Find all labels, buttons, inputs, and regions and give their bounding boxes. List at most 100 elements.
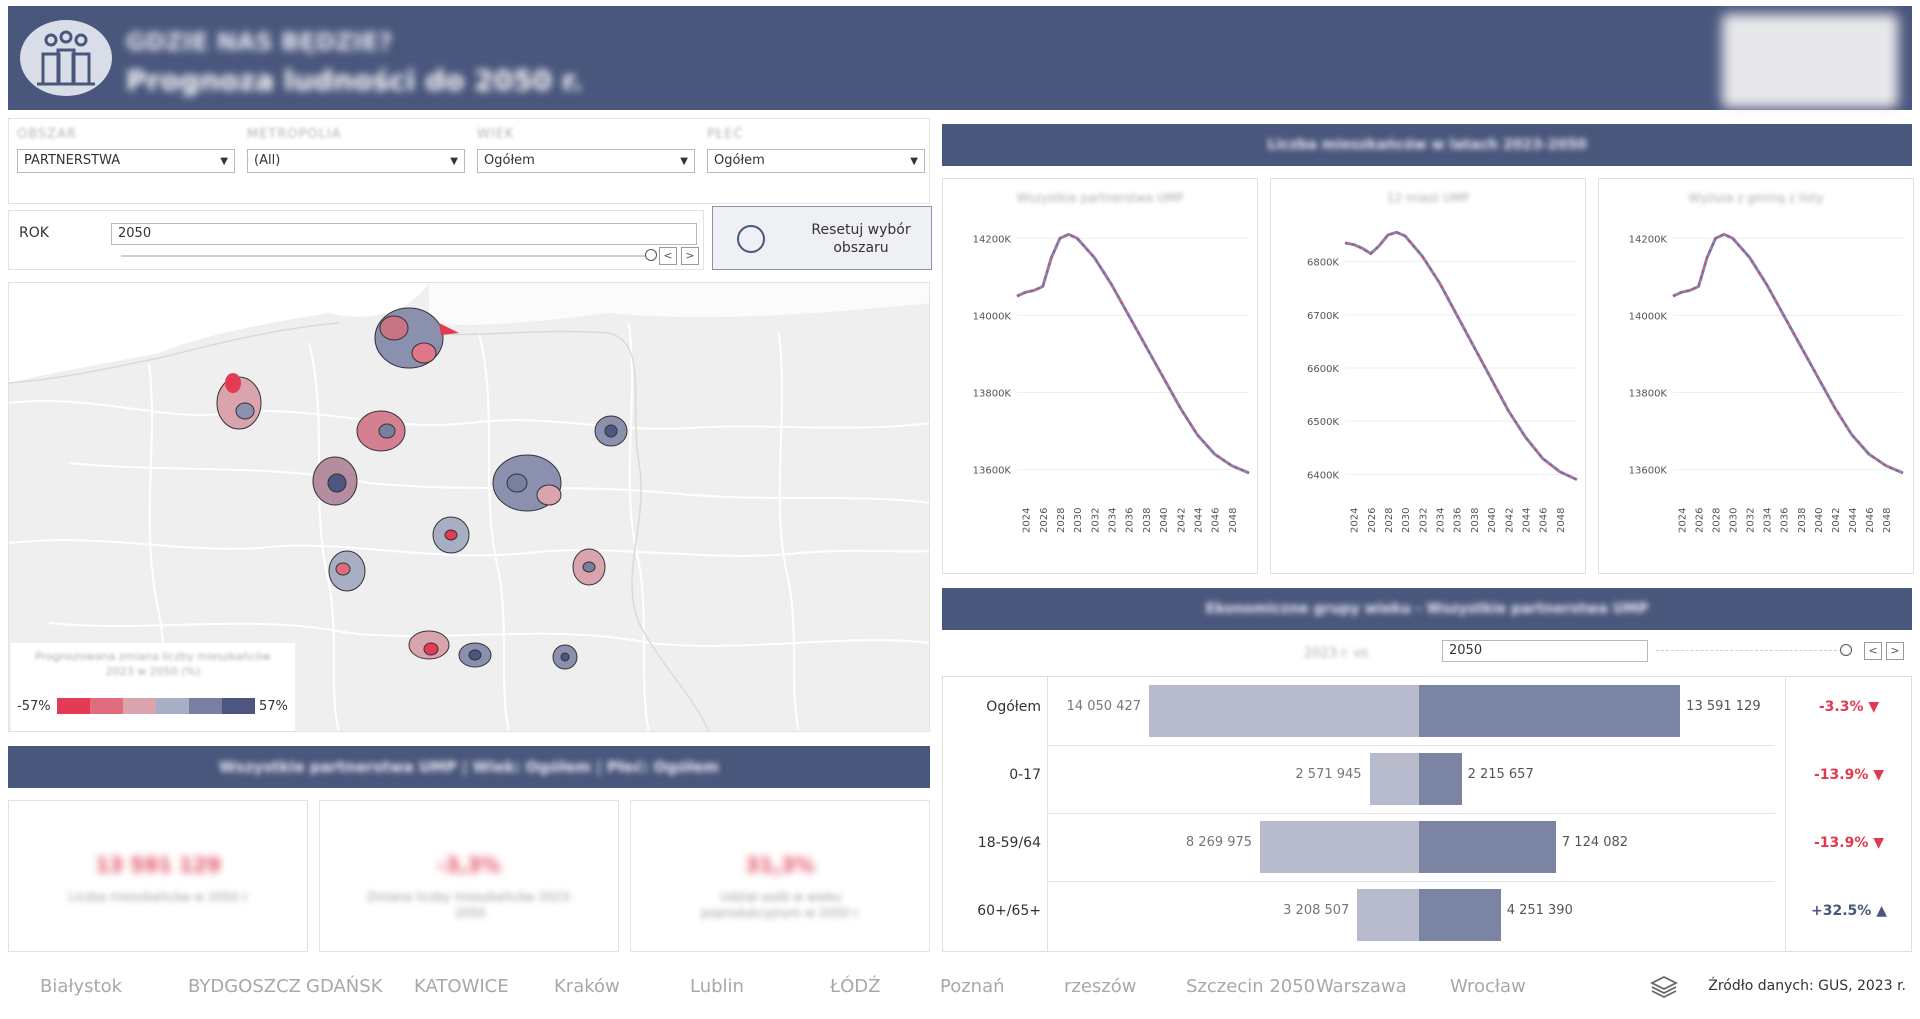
x-tick-label: 2030 (1073, 508, 1084, 533)
year-slider-track[interactable] (121, 255, 651, 257)
partner-logo: rzeszów (1064, 976, 1137, 997)
reset-label: Resetuj wybór obszaru (811, 222, 911, 256)
age-group-bars: Ogółem 14 050 427 13 591 129 -3.3% ▼ 0-17 2 5… (942, 676, 1912, 952)
filter-obszar: OBSZAR PARTNERSTWA ▼ (17, 127, 235, 173)
brand-logo (1722, 14, 1898, 108)
x-tick-label: 2040 (1814, 508, 1825, 533)
map-panel[interactable]: Prognozowana zmiana liczby mieszkańców 2… (8, 282, 930, 732)
legend-swatch (189, 698, 222, 714)
bar-2023[interactable] (1260, 821, 1419, 873)
y-tick-label: 13600K (1629, 466, 1668, 477)
header-title-line1: GDZIE NAS BĘDZIE? (126, 28, 393, 56)
x-tick-label: 2034 (1763, 508, 1774, 533)
compare-year-input[interactable]: 2050 (1442, 640, 1648, 662)
line-section-title: Liczba mieszkańców w latach 2023-2050 (1267, 137, 1587, 153)
x-tick-label: 2044 (1521, 508, 1532, 533)
kpi-card-population: 13 591 129 Liczba mieszkańców w 2050 r. (8, 800, 308, 952)
value-2050: 13 591 129 (1686, 699, 1761, 714)
bar-2050[interactable] (1419, 753, 1462, 805)
legend-swatch (90, 698, 123, 714)
year-slider-thumb[interactable] (645, 249, 657, 261)
line-chart-1[interactable]: 13600K 13800K 14000K 14200K 2024 2026 2028 2030… (943, 179, 1259, 575)
bar-2023[interactable] (1369, 753, 1419, 805)
caret-down-icon: ▼ (220, 156, 228, 167)
age-group-label: 18-59/64 (977, 835, 1041, 851)
filter-bar: OBSZAR PARTNERSTWA ▼ METROPOLIA (All) ▼ WI… (8, 118, 930, 204)
age-group-label: 60+/65+ (977, 903, 1041, 919)
bar-2023[interactable] (1357, 889, 1419, 941)
map-legend: Prognozowana zmiana liczby mieszkańców 2… (11, 643, 295, 731)
bar-2050[interactable] (1419, 889, 1501, 941)
plec-select[interactable]: Ogółem ▼ (707, 149, 925, 173)
age-group-label: 0-17 (1009, 767, 1041, 783)
y-tick-label: 6800K (1307, 258, 1339, 269)
x-tick-label: 2042 (1831, 508, 1842, 533)
x-tick-label: 2032 (1746, 508, 1757, 533)
value-2023: 8 269 975 (1185, 835, 1253, 850)
y-tick-label: 6600K (1307, 364, 1339, 375)
year-prev-button[interactable]: < (659, 247, 677, 265)
y-tick-label: 13800K (1629, 388, 1668, 399)
x-tick-label: 2024 (1678, 508, 1689, 533)
series-line-dashed (1016, 233, 1250, 474)
bar-2050[interactable] (1419, 821, 1556, 873)
metro-bydgoszcz (356, 410, 406, 452)
x-tick-label: 2038 (1142, 508, 1153, 533)
x-tick-label: 2036 (1125, 508, 1136, 533)
data-source: Źródło danych: GUS, 2023 r. (1708, 978, 1906, 994)
select-value: Ogółem (714, 153, 765, 168)
x-tick-label: 2030 (1729, 508, 1740, 533)
sea-area-east (429, 283, 929, 325)
metropolia-select[interactable]: (All) ▼ (247, 149, 465, 173)
line-chart-2[interactable]: 6400K 6500K 6600K 6700K 6800K 2024 2026 2028 203… (1271, 179, 1587, 575)
reset-area-button[interactable]: Resetuj wybór obszaru (712, 206, 932, 270)
partner-logo: GDAŃSK (306, 976, 383, 997)
partner-logos: Białystok BYDGOSZCZ GDAŃSK KATOWICE Kraków Lu… (40, 966, 1540, 1014)
y-tick-label: 13600K (973, 466, 1012, 477)
bar-row: 18-59/64 8 269 975 7 124 082 -13.9% ▼ (943, 813, 1911, 881)
year-next-button[interactable]: > (681, 247, 699, 265)
filter-label: METROPOLIA (247, 127, 342, 142)
layers-icon[interactable] (1650, 974, 1678, 1000)
kpi-description: Udział osób w wieku poprodukcyjnym w 205… (701, 890, 861, 920)
change-value: +32.5% ▲ (1811, 903, 1887, 919)
series-line (1344, 230, 1578, 482)
line-chart-3[interactable]: 13600K 13800K 14000K 14200K 2024 2026 2028 2030… (1599, 179, 1913, 575)
row-separator (1047, 813, 1775, 814)
caret-down-icon: ▼ (680, 156, 688, 167)
bar-2050[interactable] (1419, 685, 1681, 737)
x-tick-label: 2026 (1367, 508, 1378, 533)
metro-bialystok (594, 415, 628, 447)
metro-lublin (572, 548, 606, 586)
bar-2023[interactable] (1149, 685, 1419, 737)
metro-lodz (432, 516, 470, 554)
line-chart-title: 12 miast UMP (1386, 191, 1470, 205)
x-tick-label: 2038 (1470, 508, 1481, 533)
x-tick-label: 2042 (1176, 508, 1187, 533)
y-tick-label: 14200K (973, 234, 1012, 245)
obszar-select[interactable]: PARTNERSTWA ▼ (17, 149, 235, 173)
compare-slider-track[interactable] (1656, 650, 1842, 652)
x-tick-label: 2046 (1211, 508, 1222, 533)
compare-next-button[interactable]: > (1886, 642, 1904, 660)
wiek-select[interactable]: Ogółem ▼ (477, 149, 695, 173)
metro-poznan (312, 456, 358, 506)
line-chart-panel-1[interactable]: Wszystkie partnerstwa UMP 13600K 13800K 14… (942, 178, 1258, 574)
series-line-dashed (1672, 233, 1904, 474)
logo-circle (20, 20, 112, 96)
compare-slider-thumb[interactable] (1840, 644, 1852, 656)
partner-logo: BYDGOSZCZ (188, 976, 301, 997)
filter-label: OBSZAR (17, 127, 78, 142)
y-tick-label: 6400K (1307, 470, 1339, 481)
partner-logo: Wrocław (1450, 976, 1526, 997)
series-line-dashed (1344, 231, 1578, 481)
compare-prev-button[interactable]: < (1864, 642, 1882, 660)
partner-logo: Kraków (554, 976, 620, 997)
change-column-line (1785, 677, 1786, 951)
line-chart-panel-2[interactable]: 12 miast UMP 6400K 6500K 6600K 6700K 6800K 20… (1270, 178, 1586, 574)
line-section-header: Liczba mieszkańców w latach 2023-2050 (942, 124, 1912, 166)
year-input[interactable]: 2050 (111, 223, 697, 245)
filter-wiek: WIEK Ogółem ▼ (477, 127, 695, 173)
x-tick-label: 2028 (1056, 508, 1067, 533)
line-chart-panel-3[interactable]: Wyższa z gminą z listy 13600K 13800K 14000… (1598, 178, 1914, 574)
